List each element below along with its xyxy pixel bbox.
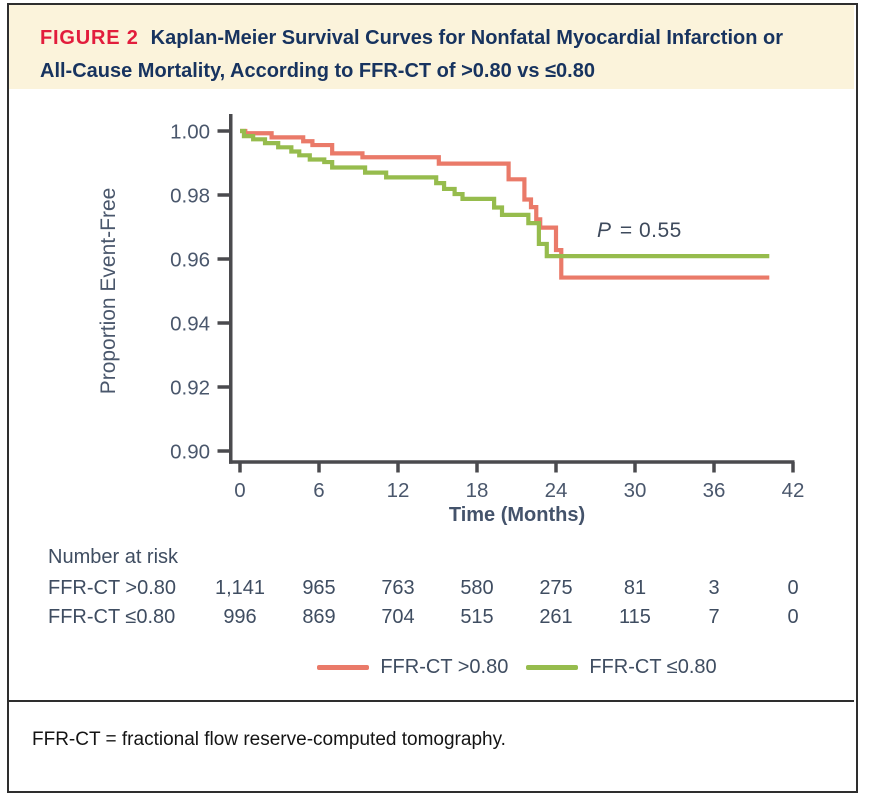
risk-value: 1,141 [214,577,266,599]
figure-header: FIGURE 2 Kaplan-Meier Survival Curves for… [9,5,854,89]
risk-value: 869 [302,606,336,628]
survival-curve-ffrct-le-080 [240,128,770,259]
risk-value: 965 [302,577,336,599]
x-tick-label: 6 [313,479,324,502]
y-tick-label: 0.90 [170,441,210,464]
y-tick-label: 0.96 [170,249,210,272]
p-value-annotation: P = 0.55 [597,219,682,243]
risk-value: 996 [223,606,257,628]
risk-value: 704 [381,606,415,628]
risk-value: 115 [619,606,651,628]
x-tick-label: 42 [782,479,805,502]
risk-value: 515 [460,606,494,628]
x-tick-label: 12 [387,479,410,502]
legend-item: FFR-CT ≤0.80 [526,655,717,679]
y-tick-label: 1.00 [170,121,210,144]
risk-value: 580 [460,577,494,599]
legend-label: FFR-CT >0.80 [380,655,509,678]
x-axis-title: Time (Months) [448,504,586,526]
y-tick-label: 0.94 [170,313,210,336]
survival-curve-ffrct-gt-080 [240,128,770,280]
y-tick-label: 0.92 [170,377,210,400]
x-tick-label: 18 [466,479,489,502]
risk-row: FFR-CT >0.80 1,141 965 763 580 275 81 3 0 [0,577,872,601]
x-tick-label: 36 [703,479,726,502]
risk-value: 3 [708,577,720,599]
y-axis-title-text: Proportion Event-Free [97,187,120,395]
legend-line-green [526,664,579,670]
number-at-risk-heading: Number at risk [48,546,179,568]
figure-title-text-2: All-Cause Mortality, According to FFR-CT… [40,60,595,82]
risk-row-label: FFR-CT >0.80 [48,577,176,599]
legend-label: FFR-CT ≤0.80 [589,655,717,678]
legend-line-red [317,664,370,670]
risk-value: 81 [623,577,647,599]
abbreviation-footnote: FFR-CT = fractional flow reserve-compute… [32,729,506,750]
risk-value: 0 [787,606,799,628]
risk-value: 0 [787,577,799,599]
footer-divider [9,700,854,702]
figure-frame [7,3,858,793]
chart-legend: FFR-CT >0.80 FFR-CT ≤0.80 [240,654,794,680]
figure-title-line-1: FIGURE 2 Kaplan-Meier Survival Curves for… [40,22,824,55]
risk-value: 763 [381,577,415,599]
risk-value: 275 [539,577,573,599]
x-tick-label: 24 [545,479,568,502]
y-tick-label: 0.98 [170,185,210,208]
risk-row-label: FFR-CT ≤0.80 [48,606,176,628]
legend-item: FFR-CT >0.80 [317,656,508,679]
figure-number-label: FIGURE 2 [40,27,139,49]
x-tick-label: 0 [234,479,245,502]
p-symbol: P [597,219,612,242]
risk-value: 7 [708,606,720,628]
y-axis-title: Proportion Event-Free [1,188,217,395]
p-value-text: = 0.55 [613,219,682,242]
figure-title-line-2: All-Cause Mortality, According to FFR-CT… [40,55,824,88]
x-tick-label: 30 [624,479,647,502]
risk-value: 261 [539,606,573,628]
risk-row: FFR-CT ≤0.80 996 869 704 515 261 115 7 0 [0,606,872,630]
figure-title-text-1: Kaplan-Meier Survival Curves for Nonfata… [150,27,784,49]
